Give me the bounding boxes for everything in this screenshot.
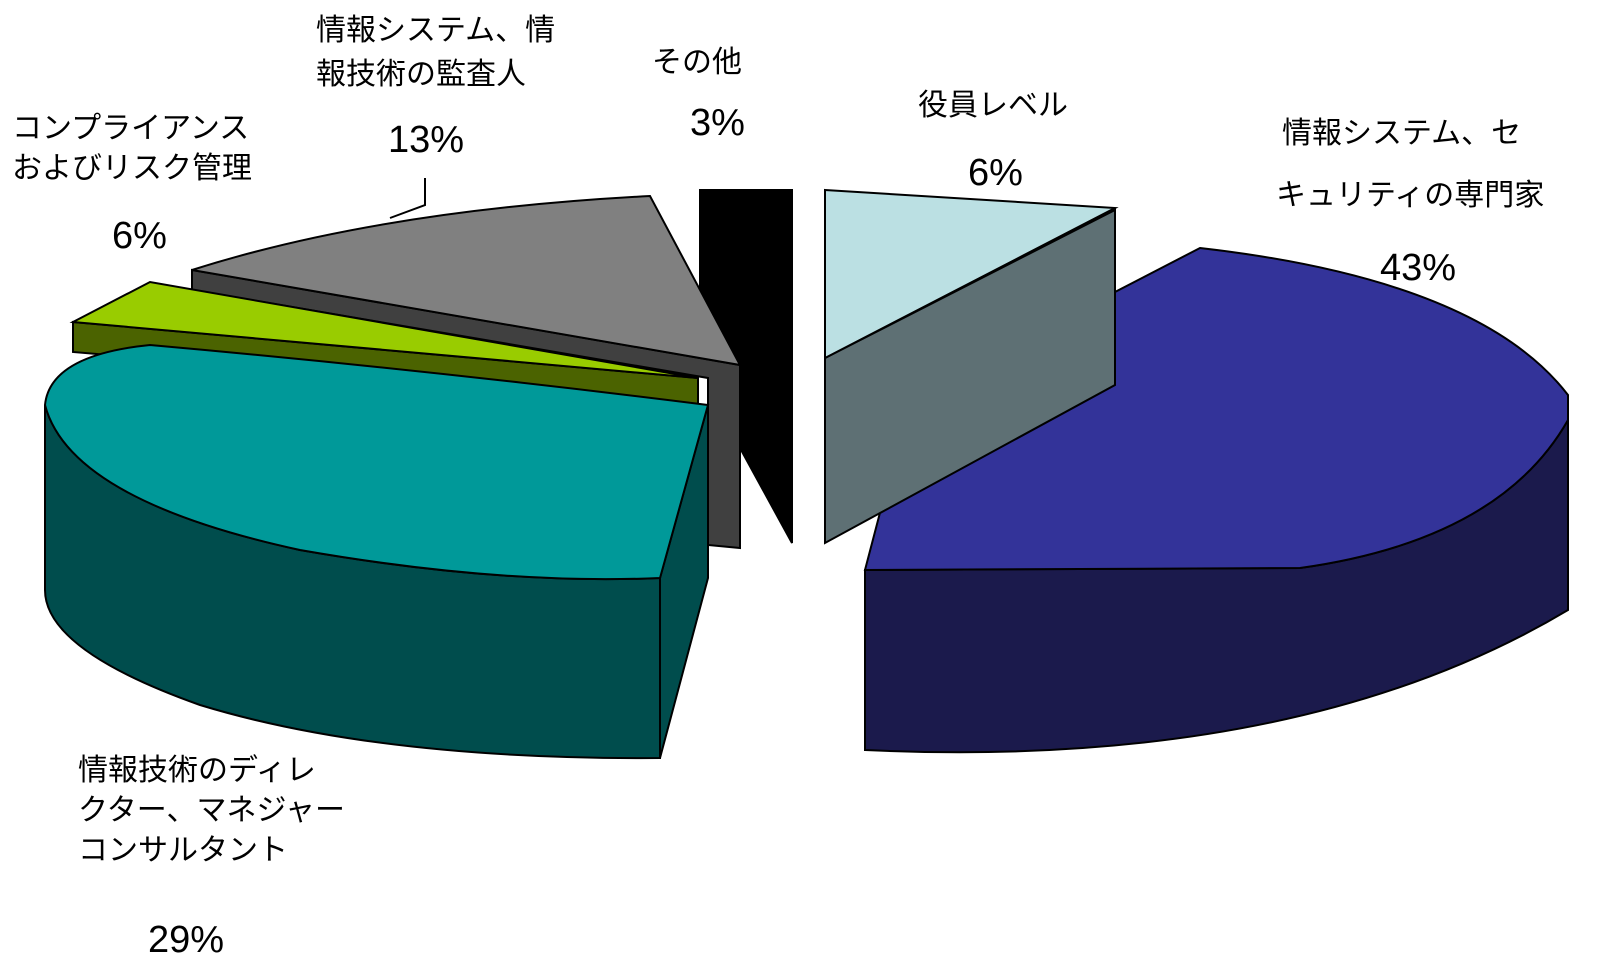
label-security-professionals: 情報システム、セ キュリティの専門家 43% bbox=[1276, 116, 1544, 289]
label-security-professionals-line1: 情報システム、セ bbox=[1282, 116, 1521, 151]
label-auditors-line2: 報技術の監査人 bbox=[316, 57, 526, 92]
label-it-directors-line2: クター、マネジャー bbox=[78, 793, 345, 828]
slice-security-professionals-top bbox=[863, 246, 1569, 572]
label-compliance-risk-line1: コンプライアンス bbox=[12, 111, 249, 146]
label-it-directors-line1: 情報技術のディレ bbox=[78, 753, 316, 788]
slice-auditors-top bbox=[191, 194, 742, 367]
slice-security-professionals bbox=[863, 246, 1569, 754]
percent-security-professionals: 43% bbox=[1380, 247, 1456, 289]
percent-it-directors: 29% bbox=[148, 919, 224, 961]
percent-auditors: 13% bbox=[388, 119, 464, 161]
label-other: その他 3% bbox=[652, 45, 745, 144]
slice-compliance-risk-top bbox=[69, 280, 699, 379]
label-other-line1: その他 bbox=[652, 45, 742, 80]
label-executive-level: 役員レベル 6% bbox=[918, 88, 1068, 194]
slice-executive-level-top bbox=[824, 188, 1119, 360]
leader-line-auditors bbox=[389, 178, 426, 219]
label-executive-level-line1: 役員レベル bbox=[918, 88, 1068, 123]
slice-it-directors bbox=[43, 343, 710, 760]
label-it-directors-line3: コンサルタント bbox=[78, 833, 288, 868]
slice-executive-level bbox=[824, 188, 1119, 545]
percent-compliance-risk: 6% bbox=[112, 215, 167, 257]
percent-executive-level: 6% bbox=[968, 152, 1023, 194]
label-auditors-line1: 情報システム、情 bbox=[316, 13, 555, 48]
slice-it-directors-top bbox=[43, 343, 710, 581]
label-security-professionals-line2: キュリティの専門家 bbox=[1276, 178, 1544, 213]
label-compliance-risk: コンプライアンス およびリスク管理 6% bbox=[12, 111, 252, 257]
percent-other: 3% bbox=[690, 102, 745, 144]
label-it-directors: 情報技術のディレ クター、マネジャー コンサルタント 29% bbox=[78, 753, 345, 961]
label-compliance-risk-line2: およびリスク管理 bbox=[12, 151, 252, 186]
slice-executive-level-side bbox=[824, 208, 1116, 545]
label-auditors: 情報システム、情 報技術の監査人 13% bbox=[316, 13, 555, 161]
